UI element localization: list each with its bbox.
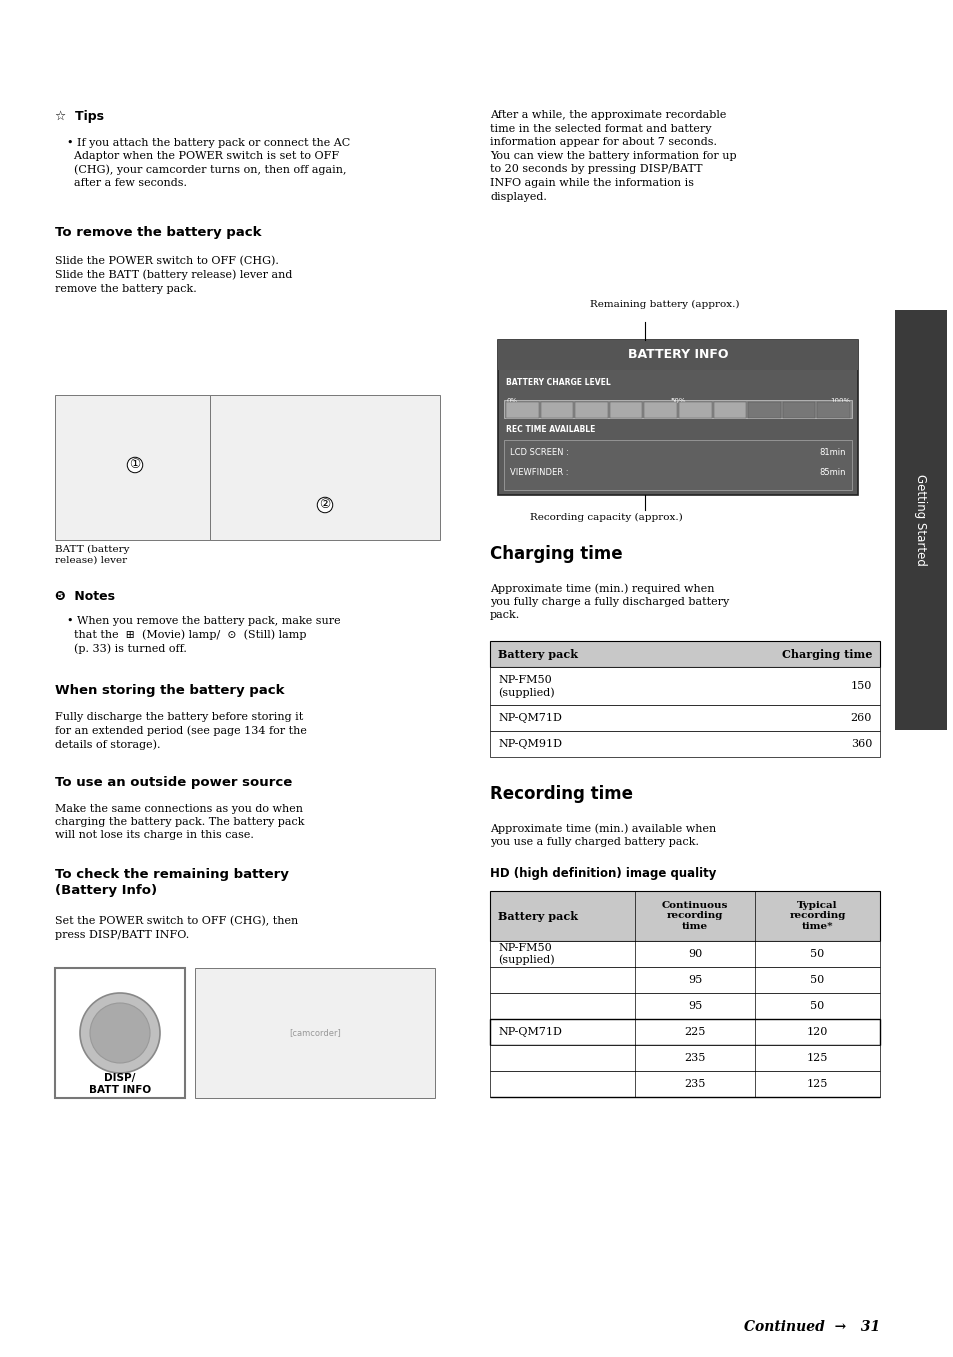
- Text: Set the POWER switch to OFF (CHG), then
press DISP/BATT INFO.: Set the POWER switch to OFF (CHG), then …: [55, 916, 298, 939]
- Bar: [490, 706, 879, 731]
- Text: Charging time: Charging time: [490, 546, 622, 563]
- Bar: [713, 402, 745, 418]
- Text: After a while, the approximate recordable
time in the selected format and batter: After a while, the approximate recordabl…: [490, 110, 736, 202]
- Text: HD (high definition) image quality: HD (high definition) image quality: [490, 867, 716, 879]
- Bar: [55, 968, 185, 1098]
- Text: Remaining battery (approx.): Remaining battery (approx.): [589, 300, 739, 309]
- Bar: [503, 400, 851, 418]
- Text: NP-FM50
(supplied): NP-FM50 (supplied): [497, 674, 554, 697]
- Text: 50: 50: [809, 974, 823, 985]
- Text: 360: 360: [850, 740, 871, 749]
- Bar: [894, 309, 946, 730]
- Bar: [490, 668, 879, 706]
- Text: 125: 125: [806, 1053, 827, 1063]
- Text: To use an outside power source: To use an outside power source: [55, 776, 292, 788]
- Bar: [490, 641, 879, 668]
- Bar: [490, 993, 879, 1019]
- Text: 50: 50: [809, 1001, 823, 1011]
- Text: VIEWFINDER :: VIEWFINDER :: [510, 468, 568, 478]
- Bar: [490, 1071, 879, 1096]
- Bar: [817, 402, 849, 418]
- Bar: [194, 968, 435, 1098]
- Text: Recording time: Recording time: [490, 784, 633, 803]
- Text: 125: 125: [806, 1079, 827, 1090]
- Bar: [505, 402, 538, 418]
- Bar: [643, 402, 677, 418]
- Bar: [490, 731, 879, 757]
- Text: 50%: 50%: [670, 398, 685, 404]
- Text: • If you attach the battery pack or connect the AC
  Adaptor when the POWER swit: • If you attach the battery pack or conn…: [67, 138, 350, 189]
- Text: ☆  Tips: ☆ Tips: [55, 110, 104, 123]
- Text: Getting Started: Getting Started: [914, 474, 926, 566]
- Text: NP-FM50
(supplied): NP-FM50 (supplied): [497, 943, 554, 965]
- Bar: [55, 395, 210, 540]
- Text: 90: 90: [687, 949, 701, 959]
- Text: Continued  →   31: Continued → 31: [743, 1320, 879, 1334]
- Text: To remove the battery pack: To remove the battery pack: [55, 227, 261, 239]
- Text: [camcorder]: [camcorder]: [289, 1029, 340, 1038]
- Bar: [490, 1045, 879, 1071]
- Text: Charging time: Charging time: [781, 649, 871, 660]
- Bar: [497, 341, 857, 370]
- Text: Make the same connections as you do when
charging the battery pack. The battery : Make the same connections as you do when…: [55, 803, 304, 840]
- Text: 235: 235: [683, 1079, 705, 1090]
- Circle shape: [80, 993, 160, 1073]
- Text: BATT (battery
release) lever: BATT (battery release) lever: [55, 546, 130, 565]
- Text: 235: 235: [683, 1053, 705, 1063]
- Text: 100%: 100%: [829, 398, 849, 404]
- Text: NP-QM91D: NP-QM91D: [497, 740, 561, 749]
- Text: BATTERY INFO: BATTERY INFO: [627, 349, 727, 361]
- Bar: [490, 892, 879, 940]
- Bar: [490, 940, 879, 968]
- Text: 85min: 85min: [819, 468, 845, 478]
- Bar: [497, 341, 857, 495]
- Text: REC TIME AVAILABLE: REC TIME AVAILABLE: [505, 425, 595, 434]
- Text: Battery pack: Battery pack: [497, 911, 578, 921]
- Text: 95: 95: [687, 974, 701, 985]
- Bar: [490, 968, 879, 993]
- Text: Slide the POWER switch to OFF (CHG).
Slide the BATT (battery release) lever and
: Slide the POWER switch to OFF (CHG). Sli…: [55, 256, 292, 293]
- Text: When storing the battery pack: When storing the battery pack: [55, 684, 284, 697]
- Text: Typical
recording
time*: Typical recording time*: [788, 901, 844, 931]
- Bar: [575, 402, 607, 418]
- Text: DISP/
BATT INFO: DISP/ BATT INFO: [89, 1073, 151, 1095]
- Text: Continuous
recording
time: Continuous recording time: [661, 901, 727, 931]
- Text: NP-QM71D: NP-QM71D: [497, 1027, 561, 1037]
- Text: Fully discharge the battery before storing it
for an extended period (see page 1: Fully discharge the battery before stori…: [55, 712, 307, 750]
- Bar: [609, 402, 641, 418]
- Text: • When you remove the battery pack, make sure
  that the  ⊞  (Movie) lamp/  ⊙  (: • When you remove the battery pack, make…: [67, 616, 340, 654]
- Text: Recording capacity (approx.): Recording capacity (approx.): [530, 513, 682, 522]
- Bar: [210, 395, 439, 540]
- Bar: [540, 402, 573, 418]
- Bar: [679, 402, 711, 418]
- Text: ❺  Notes: ❺ Notes: [55, 590, 115, 603]
- Text: Approximate time (min.) required when
you fully charge a fully discharged batter: Approximate time (min.) required when yo…: [490, 584, 728, 620]
- Bar: [490, 1019, 879, 1045]
- Text: BATTERY CHARGE LEVEL: BATTERY CHARGE LEVEL: [505, 379, 610, 387]
- Text: Approximate time (min.) available when
you use a fully charged battery pack.: Approximate time (min.) available when y…: [490, 822, 716, 847]
- Text: 120: 120: [806, 1027, 827, 1037]
- Text: 260: 260: [850, 712, 871, 723]
- Bar: [747, 402, 780, 418]
- Text: ②: ②: [319, 498, 331, 512]
- Bar: [782, 402, 815, 418]
- Text: 225: 225: [683, 1027, 705, 1037]
- Text: 0%: 0%: [505, 398, 517, 404]
- Text: 50: 50: [809, 949, 823, 959]
- Text: To check the remaining battery
(Battery Info): To check the remaining battery (Battery …: [55, 868, 289, 897]
- Circle shape: [90, 1003, 150, 1063]
- Text: 150: 150: [850, 681, 871, 691]
- Bar: [503, 440, 851, 490]
- Text: LCD SCREEN :: LCD SCREEN :: [510, 448, 568, 457]
- Text: 81min: 81min: [819, 448, 845, 457]
- Text: ①: ①: [130, 459, 140, 471]
- Text: 95: 95: [687, 1001, 701, 1011]
- Text: Battery pack: Battery pack: [497, 649, 578, 660]
- Text: NP-QM71D: NP-QM71D: [497, 712, 561, 723]
